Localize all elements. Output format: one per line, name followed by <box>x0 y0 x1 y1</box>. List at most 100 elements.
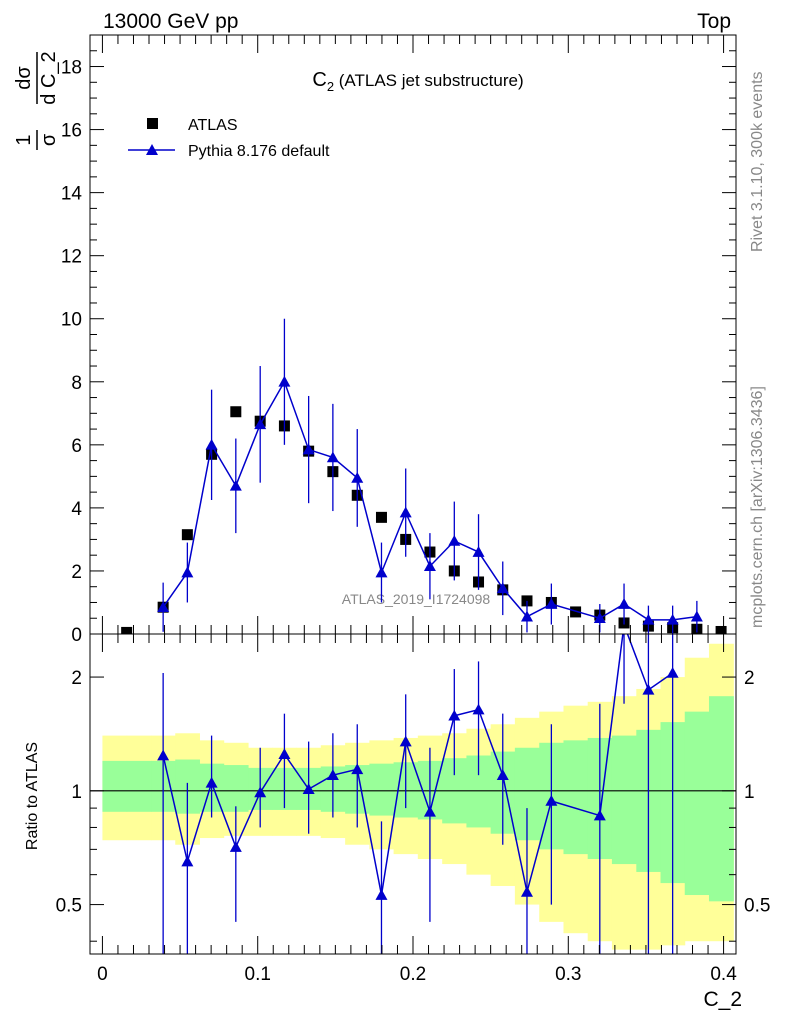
x-tick-label: 0.2 <box>400 964 426 985</box>
ratio-y-tick-label: 0.5 <box>56 896 82 917</box>
uncertainty-band-green <box>369 763 395 816</box>
pythia-point <box>642 613 655 625</box>
ratio-point <box>593 809 606 821</box>
pythia-point <box>593 612 606 624</box>
uncertainty-band-green <box>102 760 128 812</box>
ratio-y-tick-label-right: 2 <box>744 668 755 689</box>
pythia-point <box>351 471 364 483</box>
pythia-point <box>666 613 679 625</box>
ratio-y-tick-label-right: 0.5 <box>744 896 770 917</box>
ratio-point <box>448 709 461 721</box>
chart-title-sub: 2 <box>327 79 334 94</box>
ratio-point <box>545 794 558 806</box>
atlas-data-point <box>375 511 387 523</box>
ratio-point <box>399 735 412 747</box>
chart-title-rest: (ATLAS jet substructure) <box>334 71 524 90</box>
ratio-point <box>351 763 364 775</box>
x-tick-label: 0.1 <box>245 964 271 985</box>
pythia-point <box>690 610 703 622</box>
uncertainty-band-green <box>563 740 589 855</box>
atlas-data-point <box>230 406 242 418</box>
uncertainty-band-green <box>684 711 710 896</box>
x-tick-label: 0.3 <box>555 964 581 985</box>
main-y-tick-label: 18 <box>61 58 82 79</box>
main-y-axis-label: 1 σ dσ d C_2 <box>13 51 60 150</box>
ratio-point <box>496 769 509 780</box>
x-tick-label: 0 <box>97 964 108 985</box>
pythia-point <box>229 479 242 491</box>
uncertainty-band-green <box>708 696 734 902</box>
ratio-y-tick-label: 2 <box>71 668 82 689</box>
pythia-point <box>496 582 509 594</box>
ratio-point <box>278 748 291 759</box>
pythia-point <box>618 598 631 609</box>
pythia-point <box>278 375 291 387</box>
ylabel-num1: 1 <box>13 134 35 145</box>
analysis-watermark: ATLAS_2019_I1724098 <box>342 591 491 607</box>
legend: ATLAS Pythia 8.176 default <box>128 117 330 160</box>
ylabel-num2: dσ <box>13 66 35 90</box>
ylabel-den2: d C_2 <box>38 51 60 104</box>
ratio-point <box>181 855 194 867</box>
rivet-label: Rivet 3.1.10, 300k events <box>749 71 766 252</box>
ratio-y-tick-label-right: 1 <box>744 782 755 803</box>
pythia-point <box>302 443 315 455</box>
header-top-label: Top <box>697 10 731 33</box>
pythia-point <box>520 610 533 622</box>
main-y-tick-label: 10 <box>61 310 82 331</box>
atlas-data-point <box>121 626 133 634</box>
x-tick-label: 0.4 <box>710 964 737 985</box>
ratio-point <box>326 769 339 780</box>
pythia-point <box>399 506 412 518</box>
legend-atlas-label: ATLAS <box>188 117 238 134</box>
main-y-tick-label: 4 <box>71 499 82 520</box>
legend-atlas-marker <box>147 118 158 129</box>
ratio-point <box>642 683 655 695</box>
pythia-point <box>545 598 558 609</box>
ratio-point <box>254 786 267 798</box>
pythia-point <box>157 601 170 613</box>
uncertainty-band-green <box>611 735 637 865</box>
pythia-point <box>448 534 461 546</box>
ratio-point <box>302 783 315 794</box>
main-y-tick-label: 12 <box>61 247 82 268</box>
atlas-data-point <box>715 625 727 634</box>
main-y-tick-label: 6 <box>71 436 82 457</box>
atlas-data-point <box>181 529 193 541</box>
ylabel-den1: σ <box>38 133 60 146</box>
pythia-line <box>162 379 697 621</box>
main-y-tick-label: 0 <box>71 625 82 646</box>
legend-pythia-label: Pythia 8.176 default <box>188 143 330 160</box>
ratio-point <box>375 889 388 900</box>
pythia-point <box>375 566 388 578</box>
pythia-point <box>472 546 485 557</box>
uncertainty-band-green <box>126 760 152 812</box>
ratio-point <box>520 885 533 897</box>
atlas-data-point <box>570 606 582 618</box>
main-y-tick-label: 8 <box>71 373 82 394</box>
chart-title: C2 (ATLAS jet substructure) <box>312 69 523 94</box>
ratio-y-axis-label: Ratio to ATLAS <box>24 742 41 850</box>
main-y-tick-label: 2 <box>71 562 82 583</box>
pythia-point <box>205 438 218 450</box>
ratio-point <box>666 667 679 678</box>
main-y-tick-label: 16 <box>61 121 82 142</box>
uncertainty-band-green <box>223 765 249 812</box>
mcplots-label: mcplots.cern.ch [arXiv:1306.3436] <box>749 386 766 628</box>
ratio-point <box>205 776 218 788</box>
ratio-point <box>472 703 485 715</box>
pythia-point <box>423 560 436 572</box>
chart-title-main: C <box>312 69 326 91</box>
main-y-tick-label: 14 <box>61 184 83 205</box>
pythia-point <box>254 418 267 430</box>
ratio-point <box>423 805 436 817</box>
pythia-point <box>326 451 339 463</box>
ratio-point <box>229 841 242 852</box>
legend-pythia-marker <box>146 144 158 155</box>
pythia-point <box>181 566 194 578</box>
header-process-label: 13000 GeV pp <box>103 10 238 33</box>
ratio-point <box>157 749 170 761</box>
x-axis-label: C_2 <box>703 988 742 1011</box>
